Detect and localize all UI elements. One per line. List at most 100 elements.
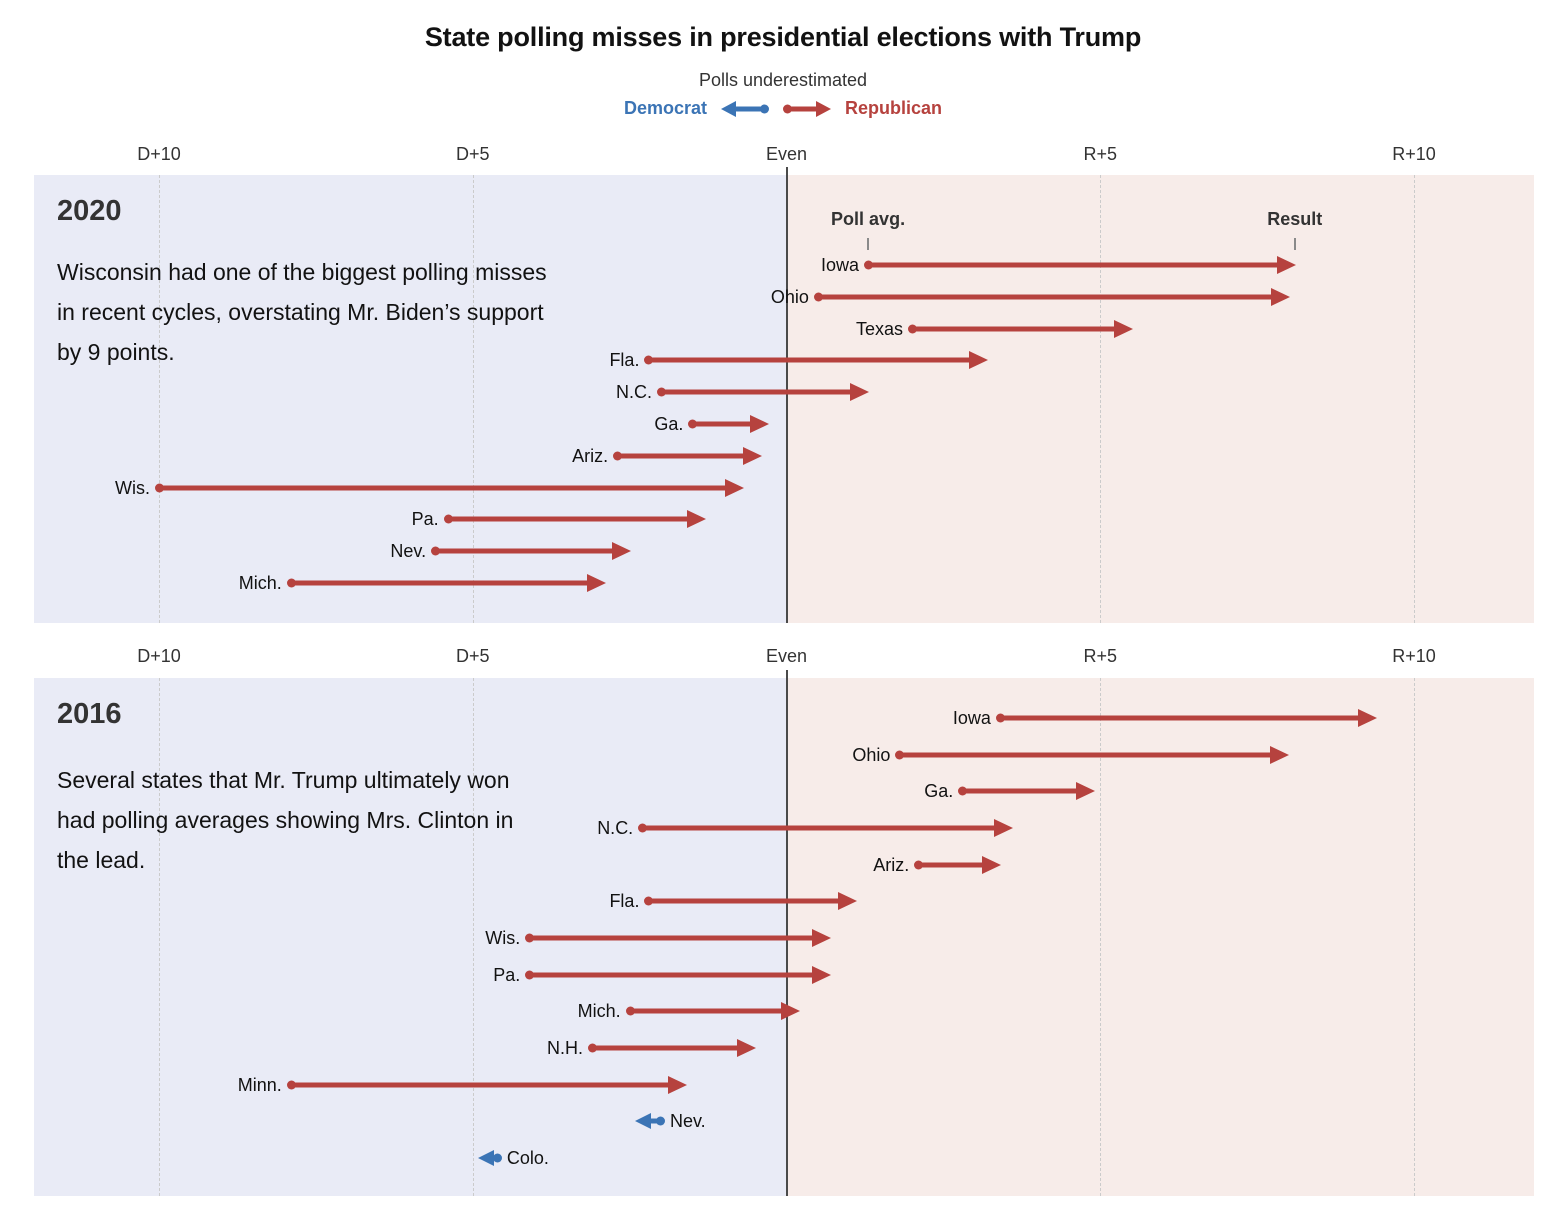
- result-arrowhead-icon: [1276, 256, 1296, 274]
- poll-avg-dot: [587, 1043, 597, 1053]
- state-label: Mich.: [577, 1001, 621, 1022]
- republican-zone-background: [786, 678, 1534, 1196]
- even-line: [785, 670, 788, 1196]
- axis-tick-label: D+10: [137, 144, 181, 164]
- result-arrowhead-icon: [1113, 319, 1133, 338]
- even-line: [785, 167, 788, 623]
- gridline: [159, 678, 160, 1196]
- result-header: Result: [1267, 209, 1323, 229]
- axis-tick-label: R+5: [1083, 646, 1118, 666]
- arrow-line: [648, 1118, 661, 1124]
- poll-avg-dot: [525, 933, 535, 943]
- poll-avg-dot: [638, 823, 648, 833]
- poll-avg-dot: [492, 1153, 502, 1163]
- state-label: N.H.: [546, 1037, 583, 1058]
- poll-avg-header: Poll avg.: [831, 209, 906, 229]
- poll-avg-dot: [613, 451, 623, 461]
- arrow-line: [999, 715, 1364, 721]
- arrow-line: [817, 294, 1276, 300]
- legend-republican-label: Republican: [845, 98, 943, 118]
- poll-avg-dot: [431, 546, 441, 556]
- result-arrowhead-icon: [994, 818, 1014, 837]
- year-label: 2020: [57, 195, 122, 227]
- republican-miss-arrow: [638, 817, 1014, 839]
- republican-miss-arrow: [443, 508, 706, 530]
- republican-miss-arrow: [587, 1037, 757, 1059]
- result-arrowhead-icon: [981, 855, 1001, 874]
- state-label: Nev.: [390, 541, 427, 562]
- republican-miss-arrow: [864, 254, 1296, 276]
- result-arrowhead-icon: [850, 383, 870, 402]
- poll-avg-dot: [443, 514, 453, 524]
- result-arrowhead-icon: [781, 1002, 801, 1021]
- state-label: Wis.: [485, 927, 521, 948]
- arrow-line: [661, 389, 856, 395]
- state-label: Wis.: [115, 477, 150, 498]
- arrow-line: [435, 548, 617, 554]
- arrow-line: [692, 421, 755, 427]
- republican-miss-arrow: [644, 890, 857, 912]
- poll-avg-dot: [644, 896, 654, 906]
- result-arrowhead-icon: [1075, 782, 1095, 801]
- arrow-line: [648, 898, 843, 904]
- republican-miss-arrow: [613, 445, 763, 467]
- panel-2016: 2016 Several states that Mr. Trump ultima…: [34, 670, 1534, 1196]
- arrow-line: [912, 326, 1119, 332]
- axis-tick-label: Even: [765, 144, 808, 164]
- annotation: Several states that Mr. Trump ultimately…: [57, 767, 514, 873]
- arrow-line: [529, 935, 818, 941]
- legend: Polls underestimated Democrat Republican: [0, 70, 1566, 119]
- poll-avg-dot: [908, 324, 917, 334]
- republican-miss-arrow: [908, 318, 1133, 340]
- result-arrowhead-icon: [1358, 709, 1378, 727]
- result-arrowhead-icon: [686, 510, 706, 529]
- poll-avg-dot: [895, 750, 905, 760]
- gridline: [1414, 175, 1415, 623]
- state-label: Fla.: [609, 891, 640, 912]
- republican-miss-arrow: [995, 707, 1378, 729]
- result-arrowhead-icon: [586, 574, 606, 592]
- arrow-line: [734, 106, 765, 111]
- arrow-line: [447, 516, 692, 522]
- state-label: Ga.: [654, 414, 684, 434]
- arrow-line: [868, 262, 1282, 268]
- arrow-line: [529, 972, 818, 978]
- poll-avg-dot: [155, 483, 164, 493]
- arrow-line: [648, 357, 975, 363]
- gridline: [472, 175, 474, 623]
- legend-democrat-label: Democrat: [623, 98, 707, 118]
- poll-avg-dot: [286, 1080, 296, 1089]
- state-label: Ohio: [770, 286, 809, 307]
- arrow-line: [159, 485, 730, 491]
- arrowhead-left-icon: [721, 100, 736, 117]
- poll-avg-dot: [914, 860, 924, 870]
- axis-tick-label: D+10: [137, 646, 181, 666]
- arrow-line: [899, 752, 1276, 758]
- poll-avg-dot: [864, 260, 874, 270]
- poll-avg-dot: [958, 786, 968, 796]
- result-arrowhead-icon: [969, 351, 989, 370]
- republican-miss-arrow: [644, 349, 989, 371]
- republican-miss-arrow: [155, 477, 744, 499]
- arrow-line: [629, 1008, 787, 1014]
- chart-title: State polling misses in presidential ele…: [424, 22, 1142, 52]
- gridline: [159, 175, 160, 623]
- arrow-line: [617, 453, 749, 459]
- axis-tick-label: R+10: [1392, 144, 1436, 164]
- poll-avg-dot: [644, 355, 654, 365]
- poll-avg-header-tick: [867, 238, 870, 250]
- gridline: [1100, 678, 1102, 1196]
- state-label: Pa.: [411, 509, 439, 530]
- state-label: Mich.: [238, 573, 282, 593]
- result-header-tick: [1293, 238, 1296, 250]
- democrat-miss-arrow: [634, 1110, 665, 1132]
- legend-caption: Polls underestimated: [698, 70, 868, 90]
- result-arrowhead-icon: [611, 542, 631, 561]
- annotation: Wisconsin had one of the biggest polling…: [57, 259, 547, 365]
- poll-avg-dot: [657, 387, 666, 397]
- arrow-line: [290, 580, 592, 586]
- state-label: Ariz.: [873, 854, 910, 875]
- result-arrowhead-icon: [634, 1113, 651, 1130]
- year-label: 2016: [57, 698, 122, 730]
